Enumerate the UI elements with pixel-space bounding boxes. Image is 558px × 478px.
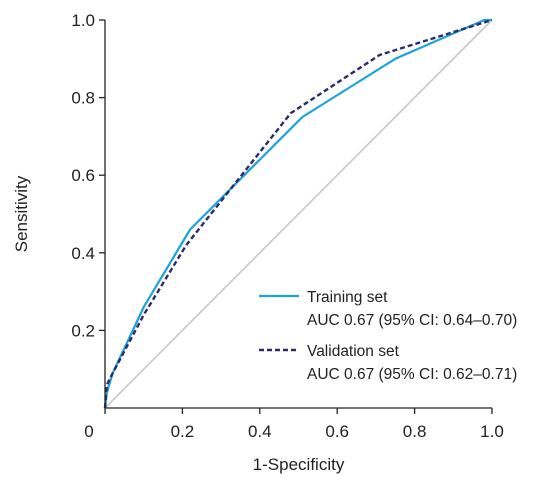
legend: Training set AUC 0.67 (95% CI: 0.64–0.70)… xyxy=(259,289,517,383)
legend-series-name: Training set xyxy=(307,289,388,306)
y-tick-label: 0.4 xyxy=(71,244,95,263)
reference-diagonal-line xyxy=(104,19,493,409)
x-tick-label: 0.4 xyxy=(248,422,272,441)
legend-auc-text: AUC 0.67 (95% CI: 0.62–0.71) xyxy=(307,366,517,383)
x-tick-label: 0.6 xyxy=(325,422,349,441)
x-axis-title: 1-Specificity xyxy=(253,455,345,474)
series-line-training xyxy=(103,18,492,409)
y-tick-label: 1.0 xyxy=(71,11,95,30)
x-ticks: 0 0.2 0.4 0.6 0.8 1.0 xyxy=(84,408,504,441)
plot-area xyxy=(103,18,493,409)
x-tick-label: 0.2 xyxy=(171,422,195,441)
series-line-validation xyxy=(103,18,493,409)
x-tick-label: 0.8 xyxy=(403,422,427,441)
legend-series-name: Validation set xyxy=(307,343,400,360)
y-tick-label: 0.8 xyxy=(71,89,95,108)
x-tick-label: 0 xyxy=(84,422,93,441)
x-tick-label: 1.0 xyxy=(480,422,504,441)
y-tick-label: 0.2 xyxy=(71,321,95,340)
y-tick-label: 0.6 xyxy=(71,166,95,185)
legend-auc-text: AUC 0.67 (95% CI: 0.64–0.70) xyxy=(307,312,517,329)
y-ticks: 0.2 0.4 0.6 0.8 1.0 xyxy=(71,11,105,340)
y-axis-title: Sensitivity xyxy=(12,175,31,252)
